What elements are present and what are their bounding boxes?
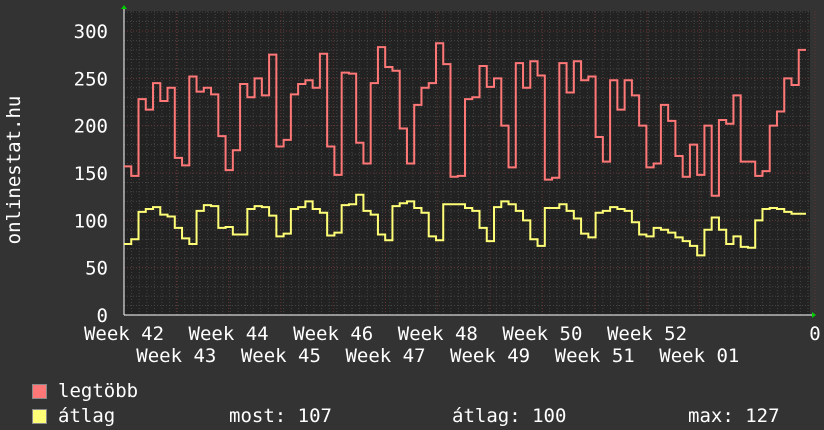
x-tick-label: Week 47 xyxy=(345,345,425,367)
y-axis-label: onlinestat.hu xyxy=(3,96,25,245)
x-tick-label: 0 xyxy=(809,323,820,345)
series-line-1 xyxy=(124,193,806,257)
x-tick-label: Week 48 xyxy=(398,323,478,345)
stat-avg: átlag: 100 xyxy=(452,405,567,427)
stat-now: most: 107 xyxy=(229,405,332,427)
legend-avg-label: átlag xyxy=(58,405,116,427)
y-tick-label: 0 xyxy=(97,305,108,327)
plot-area xyxy=(124,11,810,315)
x-tick-label: Week 44 xyxy=(189,323,269,345)
x-tick-label: Week 43 xyxy=(136,345,216,367)
y-tick-label: 150 xyxy=(74,163,108,185)
x-tick-label: Week 46 xyxy=(293,323,373,345)
legend-swatch-max xyxy=(32,384,47,399)
y-tick-label: 50 xyxy=(85,258,108,280)
stat-max: max: 127 xyxy=(688,405,780,427)
x-tick-label: Week 42 xyxy=(84,323,164,345)
legend-swatch-avg xyxy=(32,409,47,424)
y-tick-label: 100 xyxy=(74,210,108,232)
y-tick-label: 250 xyxy=(74,68,108,90)
x-tick-label: Week 49 xyxy=(450,345,530,367)
y-tick-label: 300 xyxy=(74,21,108,43)
x-tick-label: Week 51 xyxy=(555,345,635,367)
x-tick-label: Week 01 xyxy=(659,345,739,367)
x-tick-label: Week 50 xyxy=(502,323,582,345)
y-tick-label: 200 xyxy=(74,116,108,138)
legend-max-label: legtöbb xyxy=(58,380,139,402)
x-axis-arrow xyxy=(812,312,816,318)
x-tick-label: Week 45 xyxy=(241,345,321,367)
series-line-0 xyxy=(124,42,806,197)
y-axis-arrow xyxy=(121,5,127,9)
x-tick-label: Week 52 xyxy=(607,323,687,345)
